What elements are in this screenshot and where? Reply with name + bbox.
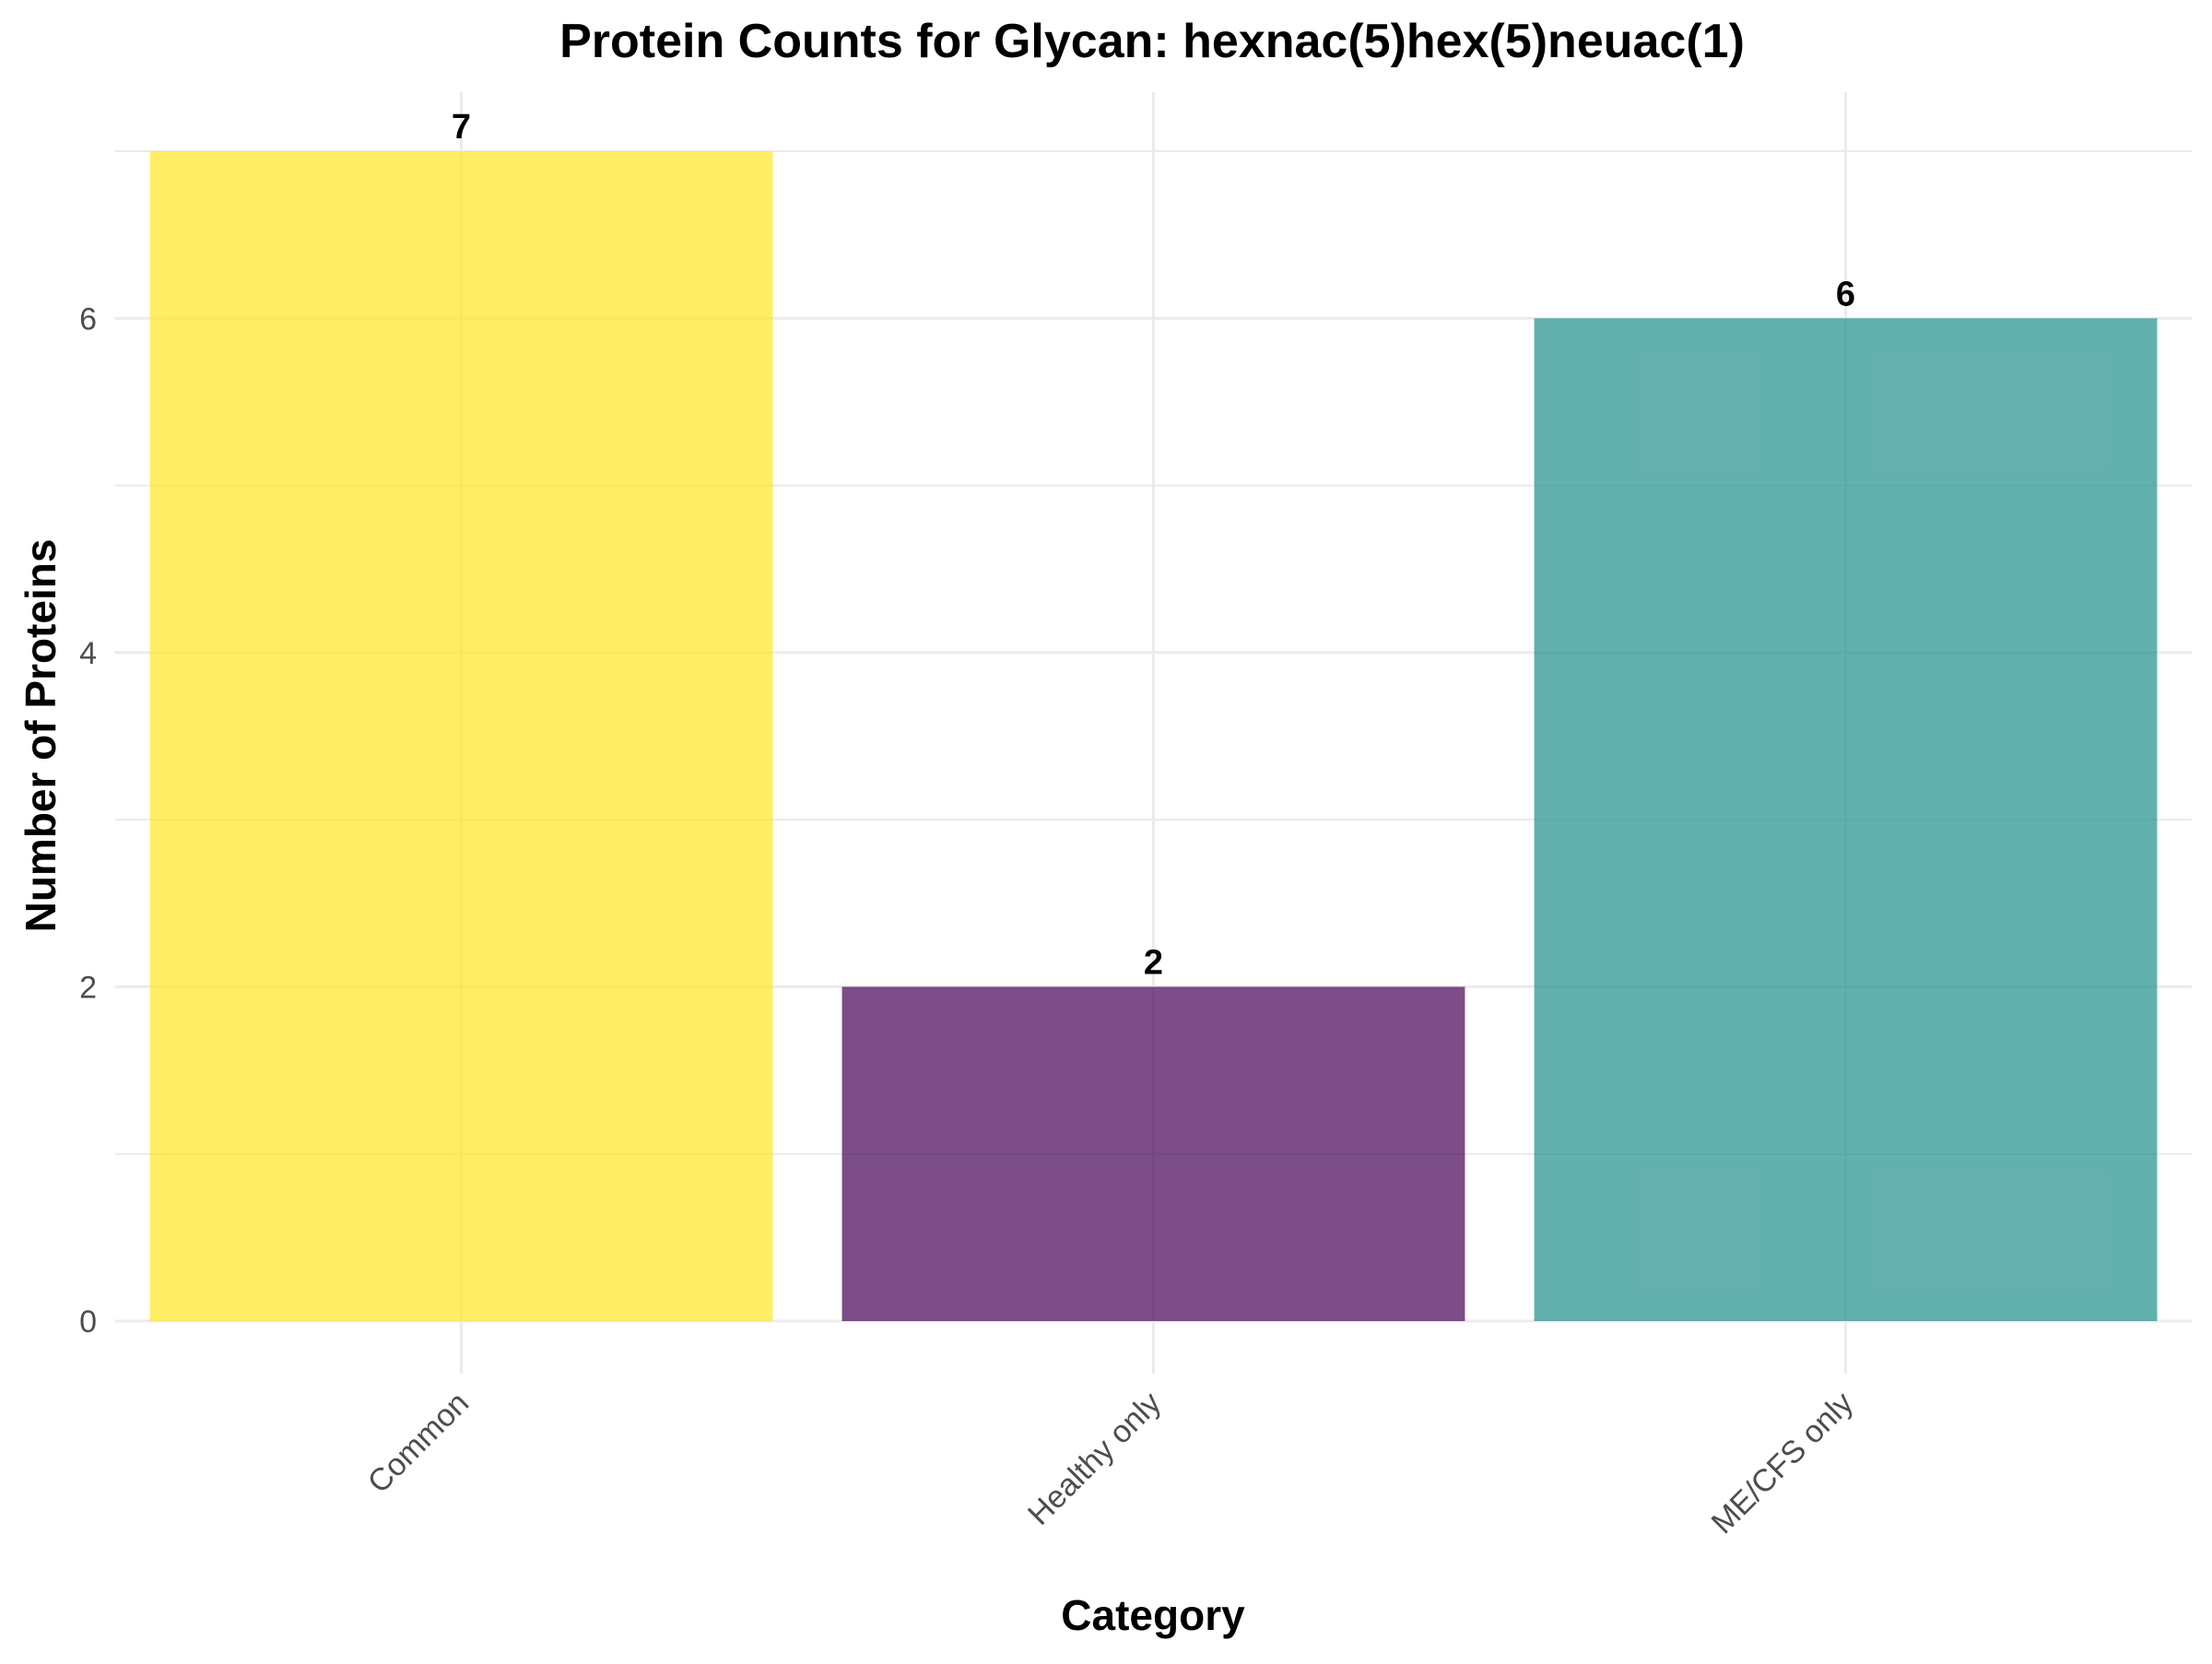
y-axis-title: Number of Proteins: [17, 539, 65, 933]
bar-common: [149, 151, 773, 1321]
bar-me-cfs-only: [1534, 318, 2158, 1322]
y-tick-label: 2: [79, 970, 97, 1005]
data-label-layer: 7 2 6: [452, 108, 1855, 982]
bar-layer: [149, 151, 2158, 1322]
x-axis-title: Category: [1061, 1591, 1245, 1639]
y-tick-label: 4: [79, 636, 97, 671]
bar-value-label: 2: [1144, 943, 1163, 982]
chart-title: Protein Counts for Glycan: hexnac(5)hex(…: [559, 15, 1745, 68]
y-axis-ticks: 0 2 4 6: [79, 301, 97, 1339]
bar-value-label: 7: [452, 108, 471, 147]
bar-healthy-only: [841, 986, 1465, 1321]
y-tick-label: 6: [79, 301, 97, 336]
y-tick-label: 0: [79, 1304, 97, 1339]
bar-value-label: 6: [1836, 275, 1855, 313]
